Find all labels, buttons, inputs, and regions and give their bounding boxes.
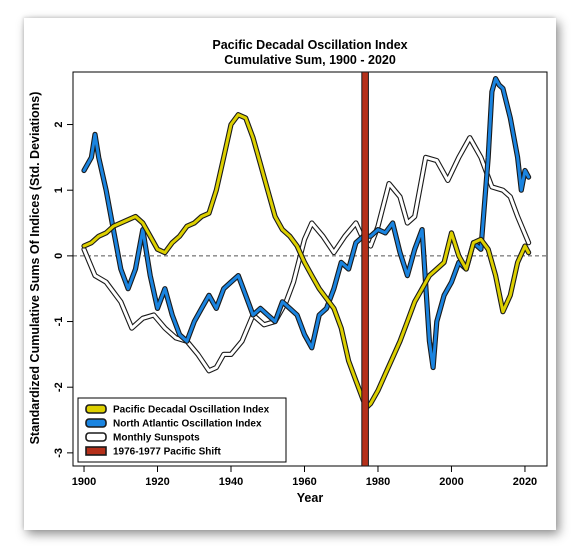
chart-subtitle: Cumulative Sum, 1900 - 2020 — [224, 53, 396, 67]
plot-frame-group: 1900 1920 1940 1960 1980 2000 2020 -3 -2 -1 0 1 2 — [53, 71, 548, 488]
x-tick-label: 1980 — [366, 476, 390, 488]
pacific-shift-marker — [361, 72, 369, 466]
y-tick-label: 0 — [53, 253, 65, 259]
x-tick-label: 1900 — [72, 476, 96, 488]
series-outline-north-atlantic-oscillation-index — [81, 76, 532, 371]
y-tick-label: -2 — [53, 382, 65, 392]
legend-swatch — [85, 418, 107, 428]
legend-label: 1976-1977 Pacific Shift — [113, 447, 222, 458]
x-tick-label: 1920 — [145, 476, 169, 488]
y-tick-label: -3 — [53, 448, 65, 458]
legend-swatch — [85, 404, 107, 414]
legend-label: Pacific Decadal Oscillation Index — [113, 405, 270, 416]
legend-label: Monthly Sunspots — [113, 433, 200, 444]
series-line-pacific-decadal-oscillation-index — [82, 113, 531, 409]
legend-swatch — [85, 432, 107, 442]
legend-box — [77, 397, 287, 463]
y-tick-label: 1 — [53, 187, 65, 193]
legend-swatch — [85, 446, 107, 456]
chart-svg: Pacific Decadal Oscillation Index Cumula… — [28, 38, 548, 505]
series-line-monthly-sunspots — [82, 136, 531, 373]
y-tick-label: -1 — [53, 317, 65, 327]
chart-title: Pacific Decadal Oscillation Index — [212, 38, 407, 52]
plot-frame — [72, 71, 548, 467]
legend: Pacific Decadal Oscillation Index North A… — [77, 397, 287, 463]
legend-label: North Atlantic Oscillation Index — [113, 419, 262, 430]
y-tick-label: 2 — [53, 121, 65, 127]
x-tick-label: 2000 — [439, 476, 463, 488]
x-tick-label: 1940 — [219, 476, 243, 488]
x-axis-label: Year — [297, 491, 324, 505]
x-tick-label: 2020 — [513, 476, 537, 488]
y-axis-label: Standardized Cumulative Sums Of Indices … — [28, 92, 42, 445]
series-group — [81, 72, 532, 466]
series-line-north-atlantic-oscillation-index — [82, 77, 531, 369]
chart-card: Pacific Decadal Oscillation Index Cumula… — [24, 18, 556, 530]
x-tick-label: 1960 — [292, 476, 316, 488]
